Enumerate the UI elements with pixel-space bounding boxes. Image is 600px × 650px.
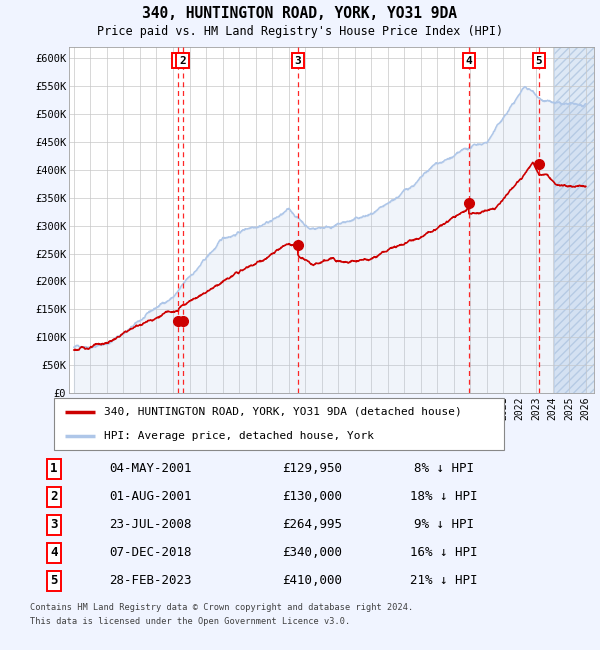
Text: £340,000: £340,000 (282, 546, 342, 559)
Text: £130,000: £130,000 (282, 490, 342, 503)
Text: 5: 5 (50, 575, 58, 588)
Text: 3: 3 (294, 56, 301, 66)
Text: 340, HUNTINGTON ROAD, YORK, YO31 9DA: 340, HUNTINGTON ROAD, YORK, YO31 9DA (143, 6, 458, 21)
Text: £410,000: £410,000 (282, 575, 342, 588)
Text: 1: 1 (175, 56, 182, 66)
Text: 07-DEC-2018: 07-DEC-2018 (109, 546, 191, 559)
Text: 04-MAY-2001: 04-MAY-2001 (109, 463, 191, 476)
Text: £129,950: £129,950 (282, 463, 342, 476)
Text: 5: 5 (535, 56, 542, 66)
Text: 18% ↓ HPI: 18% ↓ HPI (410, 490, 478, 503)
Text: 3: 3 (50, 519, 58, 532)
Text: 2: 2 (179, 56, 186, 66)
Text: HPI: Average price, detached house, York: HPI: Average price, detached house, York (104, 431, 373, 441)
Text: 2: 2 (50, 490, 58, 503)
Text: 340, HUNTINGTON ROAD, YORK, YO31 9DA (detached house): 340, HUNTINGTON ROAD, YORK, YO31 9DA (de… (104, 407, 461, 417)
Text: 28-FEB-2023: 28-FEB-2023 (109, 575, 191, 588)
Text: This data is licensed under the Open Government Licence v3.0.: This data is licensed under the Open Gov… (30, 618, 350, 627)
Text: £264,995: £264,995 (282, 519, 342, 532)
Text: 8% ↓ HPI: 8% ↓ HPI (414, 463, 474, 476)
Text: 9% ↓ HPI: 9% ↓ HPI (414, 519, 474, 532)
Text: 4: 4 (50, 546, 58, 559)
FancyBboxPatch shape (54, 398, 504, 450)
Text: Price paid vs. HM Land Registry's House Price Index (HPI): Price paid vs. HM Land Registry's House … (97, 25, 503, 38)
Text: 01-AUG-2001: 01-AUG-2001 (109, 490, 191, 503)
Text: 4: 4 (466, 56, 472, 66)
Text: Contains HM Land Registry data © Crown copyright and database right 2024.: Contains HM Land Registry data © Crown c… (30, 603, 413, 612)
Text: 21% ↓ HPI: 21% ↓ HPI (410, 575, 478, 588)
Text: 1: 1 (50, 463, 58, 476)
Text: 16% ↓ HPI: 16% ↓ HPI (410, 546, 478, 559)
Text: 23-JUL-2008: 23-JUL-2008 (109, 519, 191, 532)
